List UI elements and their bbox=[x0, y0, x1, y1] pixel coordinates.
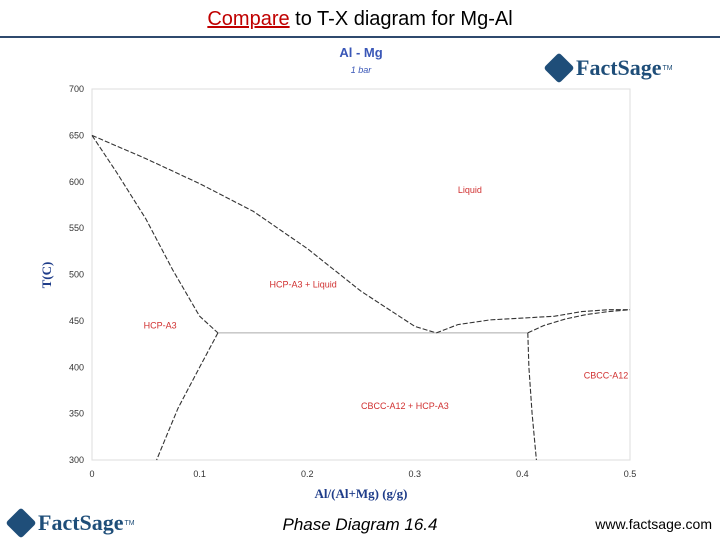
factsage-logo-text: FactSage bbox=[38, 510, 124, 535]
logo-trademark: TM bbox=[662, 64, 673, 72]
region-label: CBCC-A12 + HCP-A3 bbox=[361, 401, 449, 411]
x-tick-label: 0.4 bbox=[516, 469, 529, 479]
factsage-logo-top: FactSage TM bbox=[543, 52, 673, 84]
chart-title: Al - Mg bbox=[339, 45, 382, 60]
y-tick-label: 650 bbox=[69, 130, 84, 140]
phase-boundary-line bbox=[91, 134, 437, 334]
region-label: HCP-A3 bbox=[144, 320, 177, 330]
footer-caption: Phase Diagram 16.4 bbox=[282, 515, 438, 534]
y-tick-label: 500 bbox=[69, 270, 84, 280]
region-label: Liquid bbox=[458, 185, 482, 195]
logo-trademark: TM bbox=[124, 519, 135, 527]
y-axis-label: T(C) bbox=[39, 262, 54, 289]
region-label: HCP-A3 + Liquid bbox=[270, 279, 337, 289]
y-tick-label: 450 bbox=[69, 316, 84, 326]
tick-labels: 0 0.1 0.2 0.3 0.4 0.5 300 350 400 450 500 550 600 650… bbox=[69, 84, 636, 479]
x-axis-label: Al/(Al+Mg) (g/g) bbox=[315, 486, 408, 501]
phase-boundaries bbox=[91, 134, 631, 461]
x-tick-label: 0.5 bbox=[624, 469, 637, 479]
y-tick-label: 400 bbox=[69, 362, 84, 372]
factsage-logo-mark-icon bbox=[543, 52, 575, 84]
y-tick-label: 600 bbox=[69, 177, 84, 187]
footer-url: www.factsage.com bbox=[595, 516, 712, 532]
factsage-logo-text: FactSage bbox=[576, 55, 662, 80]
x-tick-label: 0.3 bbox=[409, 469, 422, 479]
slide-title: Compare to T-X diagram for Mg-Al bbox=[0, 8, 720, 31]
chart-subtitle: 1 bar bbox=[351, 65, 373, 75]
y-tick-label: 350 bbox=[69, 409, 84, 419]
title-keyword: Compare bbox=[207, 8, 290, 30]
title-rest: to T-X diagram for Mg-Al bbox=[289, 8, 513, 30]
region-label: CBCC-A12 bbox=[584, 370, 629, 380]
phase-boundary-line bbox=[527, 332, 537, 461]
y-tick-label: 300 bbox=[69, 455, 84, 465]
x-tick-label: 0 bbox=[89, 469, 94, 479]
phase-boundary-line bbox=[91, 135, 219, 334]
phase-boundary-line bbox=[527, 309, 631, 334]
region-labels: Liquid HCP-A3 + Liquid HCP-A3 CBCC-A12 + HC… bbox=[144, 185, 629, 411]
x-tick-label: 0.2 bbox=[301, 469, 314, 479]
y-tick-label: 700 bbox=[69, 84, 84, 94]
y-tick-label: 550 bbox=[69, 223, 84, 233]
plot-frame bbox=[91, 88, 631, 461]
factsage-logo-bottom: FactSage TM bbox=[5, 507, 135, 539]
phase-boundary-line bbox=[436, 309, 630, 334]
title-divider bbox=[0, 36, 720, 38]
phase-boundary-line bbox=[156, 332, 219, 461]
x-tick-label: 0.1 bbox=[193, 469, 206, 479]
